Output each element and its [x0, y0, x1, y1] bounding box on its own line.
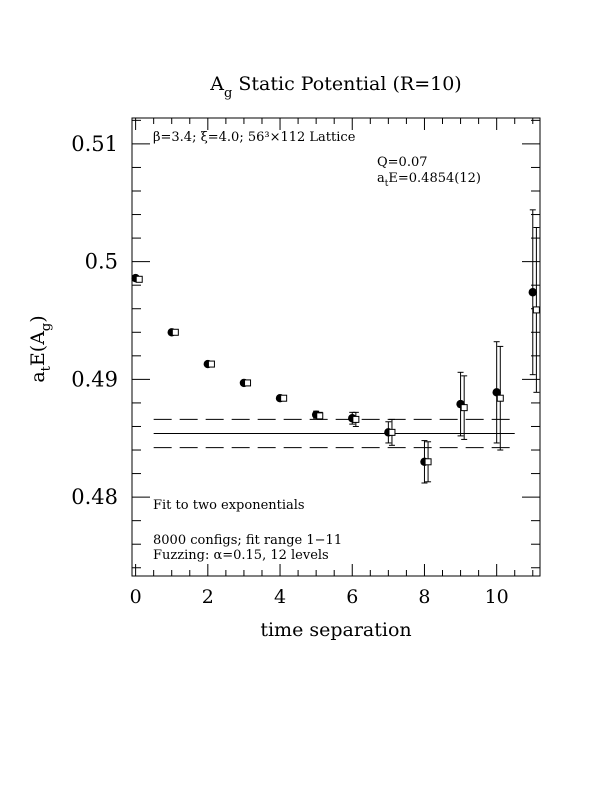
data-point-square — [207, 360, 215, 368]
data-point-square — [496, 394, 504, 402]
lattice-annotation: β=3.4; ξ=4.0; 56³×112 Lattice — [153, 130, 356, 145]
configs-annotation: 8000 configs; fit range 1−11 — [153, 533, 342, 548]
y-tick-label: 0.48 — [71, 485, 118, 509]
fuzzing-annotation: Fuzzing: α=0.15, 12 levels — [153, 548, 329, 563]
x-tick-label: 8 — [418, 586, 430, 608]
plot-frame — [131, 117, 541, 577]
data-point-circle — [492, 388, 501, 397]
x-tick-label: 2 — [202, 586, 214, 608]
data-points — [131, 209, 540, 484]
chart-title: Ag Static Potential (R=10) — [209, 73, 461, 101]
data-point-square — [388, 428, 396, 436]
data-point-square — [532, 306, 540, 314]
x-tick-label: 10 — [485, 586, 509, 608]
data-point-circle — [528, 288, 537, 297]
energy-annotation: atE=0.4854(12) — [377, 171, 481, 189]
data-point-square — [316, 412, 324, 420]
data-point-square — [424, 458, 432, 466]
data-point-square — [135, 275, 143, 283]
data-point-square — [280, 394, 288, 402]
data-point-square — [460, 404, 468, 412]
q-value-annotation: Q=0.07 — [377, 155, 428, 170]
y-tick-label: 0.5 — [85, 250, 118, 274]
fit-title-annotation: Fit to two exponentials — [153, 498, 305, 513]
data-point-square — [244, 379, 252, 387]
y-tick-label: 0.51 — [71, 132, 118, 156]
x-tick-label: 0 — [130, 586, 142, 608]
data-point-square — [171, 328, 179, 336]
x-tick-label: 6 — [346, 586, 358, 608]
x-axis-label: time separation — [260, 619, 411, 641]
x-tick-label: 4 — [274, 586, 286, 608]
data-point-square — [352, 415, 360, 423]
y-tick-label: 0.49 — [71, 367, 118, 391]
axis-ticks: 0 2 4 6 8 10 0.48 0.49 0.5 0.51 — [71, 118, 540, 608]
fit-lines — [153, 418, 515, 449]
y-axis-label: atE(Ag) — [27, 315, 54, 382]
